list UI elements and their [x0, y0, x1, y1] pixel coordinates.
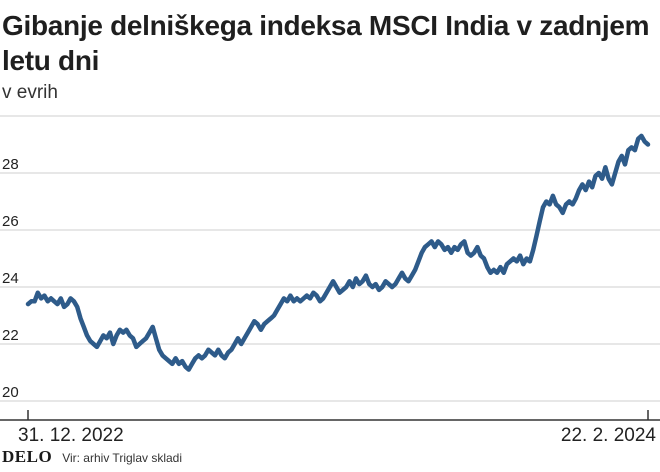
- x-axis-ticks: 31. 12. 2022 22. 2. 2024: [18, 410, 656, 446]
- series-line: [25, 133, 651, 372]
- delo-logo: DELO: [2, 447, 53, 466]
- y-tick-label: 20: [2, 384, 19, 401]
- grid-lines: [0, 115, 660, 402]
- chart-title: Gibanje delniškega indeksa MSCI India v …: [2, 10, 650, 76]
- y-tick-label: 28: [2, 156, 19, 173]
- series-group: [25, 133, 651, 372]
- y-axis-ticks: 20 22 24 26 28: [2, 156, 19, 401]
- x-tick-label: 31. 12. 2022: [18, 425, 124, 446]
- footer: DELO Vir: arhiv Triglav skladi: [2, 447, 182, 467]
- y-tick-label: 26: [2, 213, 19, 230]
- y-tick-label: 24: [2, 270, 19, 287]
- x-tick-label: 22. 2. 2024: [561, 425, 657, 446]
- y-axis-unit-label: v evrih: [2, 82, 58, 103]
- source-note: Vir: arhiv Triglav skladi: [62, 451, 183, 465]
- y-tick-label: 22: [2, 327, 19, 344]
